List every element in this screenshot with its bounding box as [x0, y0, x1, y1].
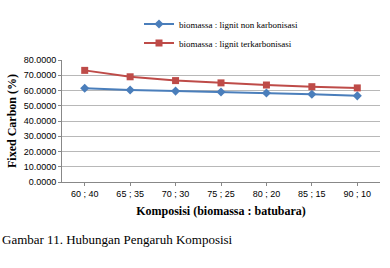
svg-text:biomassa : lignit terkarbonisa: biomassa : lignit terkarbonisasi: [179, 39, 292, 49]
svg-text:80 ; 20: 80 ; 20: [253, 189, 281, 199]
html-text:Gambar 11. Hubungan Pengaruh K: Gambar 11. Hubungan Pengaruh Komposisi: [2, 232, 233, 247]
svg-text:65 ; 35: 65 ; 35: [116, 189, 144, 199]
svg-text:0.0000: 0.0000: [29, 177, 57, 187]
svg-text:40.0000: 40.0000: [24, 116, 57, 126]
svg-text:70 ; 30: 70 ; 30: [162, 189, 190, 199]
svg-text:85 ; 15: 85 ; 15: [298, 189, 326, 199]
svg-text:60.0000: 60.0000: [24, 86, 57, 96]
svg-text:10.0000: 10.0000: [24, 162, 57, 172]
svg-text:75 ; 25: 75 ; 25: [207, 189, 235, 199]
svg-text:Fixed Carbon (%): Fixed Carbon (%): [5, 74, 19, 168]
svg-text:70.0000: 70.0000: [24, 70, 57, 80]
svg-text:biomassa : lignit non karbonis: biomassa : lignit non karbonisasi: [179, 20, 298, 30]
svg-text:60 ; 40: 60 ; 40: [71, 189, 99, 199]
svg-text:50.0000: 50.0000: [24, 101, 57, 111]
svg-text:20.0000: 20.0000: [24, 147, 57, 157]
svg-text:30.0000: 30.0000: [24, 131, 57, 141]
svg-text:90 ; 10: 90 ; 10: [344, 189, 372, 199]
svg-text:80.0000: 80.0000: [24, 55, 57, 65]
svg-text:Komposisi (biomassa : batubara: Komposisi (biomassa : batubara): [136, 204, 306, 218]
